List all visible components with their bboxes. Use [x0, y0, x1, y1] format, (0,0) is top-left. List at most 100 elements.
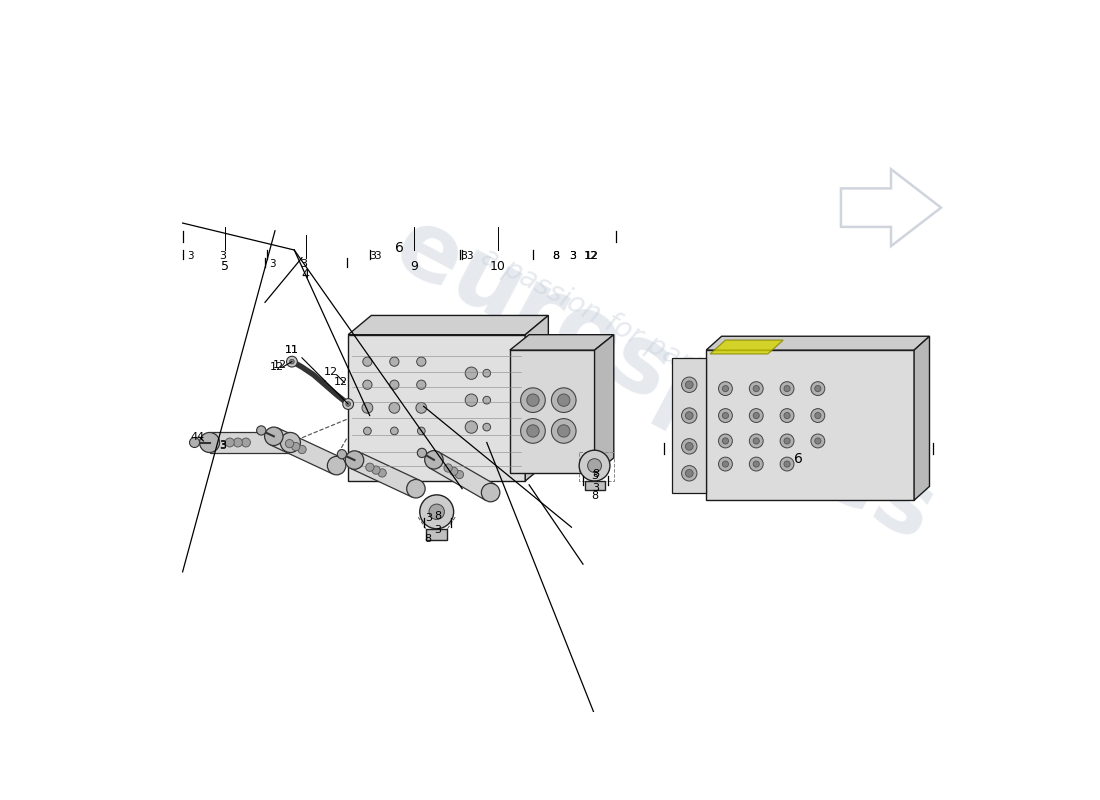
Circle shape — [483, 423, 491, 431]
Text: 12: 12 — [271, 362, 285, 372]
Text: 3: 3 — [219, 440, 227, 450]
Text: 8: 8 — [425, 534, 432, 544]
Circle shape — [363, 380, 372, 390]
Bar — [426, 529, 448, 539]
Circle shape — [682, 408, 697, 423]
Circle shape — [754, 461, 759, 467]
Circle shape — [256, 426, 266, 435]
Circle shape — [558, 394, 570, 406]
Circle shape — [754, 386, 759, 392]
Circle shape — [685, 381, 693, 389]
Polygon shape — [270, 428, 341, 474]
Circle shape — [723, 413, 728, 418]
Circle shape — [465, 394, 477, 406]
Circle shape — [389, 402, 399, 414]
Text: 4: 4 — [190, 432, 198, 442]
Text: 3: 3 — [592, 483, 598, 493]
Circle shape — [328, 456, 345, 475]
Polygon shape — [510, 350, 594, 474]
Circle shape — [417, 448, 427, 458]
Circle shape — [285, 439, 294, 448]
Circle shape — [416, 402, 427, 414]
Polygon shape — [706, 350, 914, 500]
Circle shape — [483, 370, 491, 377]
Text: 3: 3 — [187, 251, 194, 261]
Text: 3: 3 — [370, 251, 376, 261]
Circle shape — [420, 495, 453, 529]
Circle shape — [372, 466, 381, 474]
Text: 3: 3 — [460, 251, 467, 261]
Circle shape — [286, 356, 297, 367]
Text: 8: 8 — [433, 511, 441, 522]
Circle shape — [417, 357, 426, 366]
Circle shape — [551, 418, 576, 443]
Circle shape — [780, 434, 794, 448]
Circle shape — [389, 380, 399, 390]
Circle shape — [685, 412, 693, 419]
Text: 3: 3 — [300, 259, 307, 269]
Text: 3: 3 — [425, 513, 431, 523]
Text: 10: 10 — [490, 261, 506, 274]
Circle shape — [551, 388, 576, 413]
Circle shape — [362, 402, 373, 414]
Polygon shape — [914, 336, 929, 500]
Circle shape — [784, 438, 790, 444]
Circle shape — [811, 382, 825, 395]
Text: 8: 8 — [592, 469, 598, 479]
Circle shape — [749, 457, 763, 471]
Circle shape — [723, 438, 728, 444]
Circle shape — [444, 464, 452, 472]
Circle shape — [749, 434, 763, 448]
Circle shape — [280, 433, 300, 453]
Circle shape — [241, 438, 251, 447]
Polygon shape — [711, 340, 783, 354]
Text: 3: 3 — [570, 251, 576, 261]
Circle shape — [718, 457, 733, 471]
Circle shape — [450, 467, 458, 475]
Circle shape — [389, 357, 399, 366]
Text: 11: 11 — [285, 345, 299, 355]
Polygon shape — [348, 315, 548, 334]
Polygon shape — [594, 334, 614, 474]
Circle shape — [345, 451, 364, 470]
Circle shape — [407, 479, 425, 498]
Text: 4: 4 — [196, 432, 204, 442]
Text: 3: 3 — [374, 251, 381, 261]
Circle shape — [754, 438, 759, 444]
Circle shape — [749, 382, 763, 395]
Circle shape — [363, 427, 372, 435]
Circle shape — [780, 382, 794, 395]
Circle shape — [520, 388, 546, 413]
Polygon shape — [706, 336, 930, 350]
Circle shape — [685, 442, 693, 450]
Circle shape — [378, 469, 386, 477]
Circle shape — [429, 504, 444, 519]
Polygon shape — [671, 358, 706, 493]
Circle shape — [226, 438, 234, 447]
Text: 12: 12 — [584, 251, 598, 261]
Text: 12: 12 — [324, 366, 339, 377]
Circle shape — [815, 386, 821, 392]
Circle shape — [365, 463, 374, 471]
Text: 8: 8 — [552, 251, 560, 261]
Circle shape — [723, 386, 728, 392]
Polygon shape — [348, 334, 526, 481]
Text: 5: 5 — [221, 261, 229, 274]
Text: 3: 3 — [570, 251, 576, 261]
Circle shape — [345, 402, 351, 406]
Circle shape — [718, 409, 733, 422]
Text: 3: 3 — [219, 251, 227, 261]
Circle shape — [780, 409, 794, 422]
Polygon shape — [510, 334, 614, 350]
Polygon shape — [351, 452, 420, 497]
Circle shape — [815, 413, 821, 418]
Text: 12: 12 — [273, 361, 287, 370]
Text: 11: 11 — [285, 345, 299, 355]
Circle shape — [723, 461, 728, 467]
Circle shape — [265, 427, 283, 446]
Circle shape — [815, 438, 821, 444]
Text: 6: 6 — [395, 241, 404, 254]
Circle shape — [749, 409, 763, 422]
Circle shape — [418, 427, 426, 435]
Circle shape — [233, 438, 242, 447]
